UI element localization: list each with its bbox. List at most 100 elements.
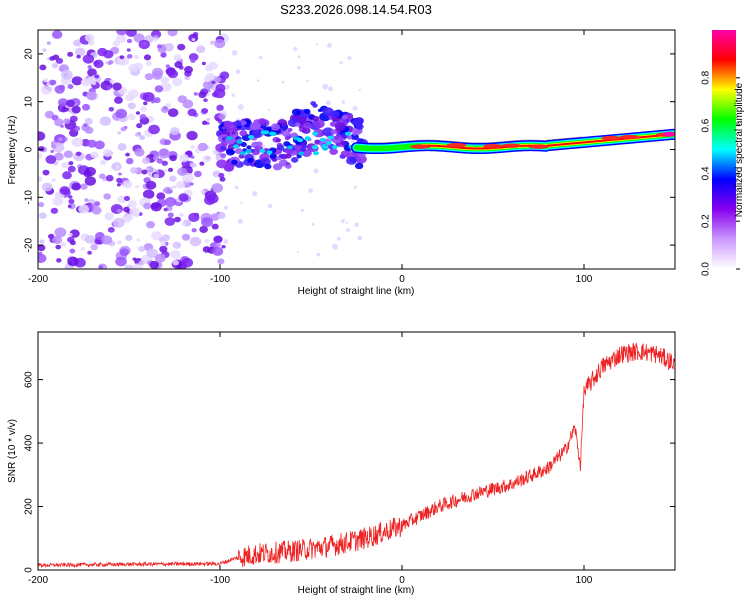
heatmap-cell <box>154 253 166 263</box>
heatmap-cell <box>296 250 299 253</box>
heatmap-cell <box>353 185 357 189</box>
heatmap-cell <box>94 201 101 207</box>
heatmap-cell <box>126 48 131 52</box>
heatmap-cell <box>141 169 148 175</box>
heatmap-cell <box>291 157 299 163</box>
heatmap-cell <box>125 214 134 221</box>
heatmap-cell <box>167 30 178 37</box>
heatmap-cell <box>61 106 66 111</box>
heatmap-cell <box>52 235 63 245</box>
heatmap-cell <box>50 149 55 153</box>
heatmap-cell <box>128 200 137 208</box>
heatmap-cell <box>212 246 224 256</box>
heatmap-cell <box>346 228 350 232</box>
heatmap-cell <box>223 164 234 172</box>
heatmap-cell <box>190 155 195 159</box>
heatmap-cell <box>197 142 208 152</box>
heatmap-cell <box>205 64 214 72</box>
heatmap-cell <box>346 156 357 165</box>
heatmap-cell <box>153 97 161 104</box>
heatmap-cell <box>269 131 276 136</box>
heatmap-cell <box>44 110 55 119</box>
heatmap-cell <box>355 123 364 130</box>
heatmap-band-edge <box>367 136 583 144</box>
heatmap-cell <box>306 79 309 82</box>
heatmap-cell <box>103 149 113 158</box>
heatmap-cell <box>128 63 139 72</box>
heatmap-cell <box>87 139 97 148</box>
heatmap-cell <box>142 189 155 199</box>
heatmap-cell <box>57 98 68 107</box>
heatmap-cell <box>236 139 243 144</box>
heatmap-cell <box>138 134 146 141</box>
snr-frame <box>37 331 676 571</box>
spectrogram-x-ticks: -200 -100 0 100 <box>28 30 593 285</box>
spectrogram-x-tick-label: 100 <box>576 274 593 285</box>
snr-y-tick-label: 0 <box>24 567 35 573</box>
heatmap-cell <box>143 101 148 106</box>
heatmap-cell <box>215 242 222 248</box>
heatmap-cell <box>174 216 181 223</box>
heatmap-cell <box>81 103 91 111</box>
heatmap-cell <box>341 115 348 120</box>
spectrogram-y-tick-label: 0 <box>24 146 35 152</box>
heatmap-cell <box>103 49 114 59</box>
heatmap-peak <box>410 144 431 149</box>
heatmap-cell <box>60 69 73 80</box>
heatmap-cell <box>258 55 263 60</box>
heatmap-cell <box>84 198 89 202</box>
heatmap-cell <box>174 61 183 69</box>
heatmap-cell <box>57 137 63 142</box>
heatmap-cell <box>68 195 73 199</box>
heatmap-cell <box>84 33 95 42</box>
heatmap-cell <box>76 54 81 59</box>
heatmap-cell <box>217 258 225 265</box>
heatmap-cell <box>145 180 157 190</box>
heatmap-cell <box>230 159 238 165</box>
heatmap-cell <box>221 126 227 130</box>
heatmap-cell <box>46 86 53 92</box>
heatmap-cell <box>218 172 225 178</box>
heatmap-cell <box>51 62 59 69</box>
heatmap-cell <box>172 259 179 266</box>
heatmap-cell <box>143 54 152 61</box>
heatmap-cell <box>160 106 169 113</box>
heatmap-cell <box>201 107 209 114</box>
heatmap-cell <box>203 98 208 103</box>
heatmap-cell <box>294 122 301 127</box>
heatmap-cell <box>327 135 334 140</box>
heatmap-cell <box>67 165 76 173</box>
heatmap-cell <box>51 30 63 39</box>
heatmap-cell <box>104 212 115 221</box>
heatmap-cell <box>176 180 186 189</box>
snr-x-label: Height of straight line (km) <box>298 585 415 596</box>
heatmap-cell <box>234 185 239 190</box>
heatmap-cell <box>216 104 224 112</box>
heatmap-cell <box>119 248 129 257</box>
heatmap-cell <box>93 59 104 69</box>
heatmap-cell <box>156 192 166 200</box>
heatmap-cell <box>60 242 67 247</box>
heatmap-cell <box>127 102 136 110</box>
heatmap-cell <box>344 131 351 136</box>
heatmap-cell <box>71 76 83 86</box>
heatmap-cell <box>217 119 223 124</box>
heatmap-cell <box>218 113 226 120</box>
heatmap-cell <box>125 30 137 37</box>
heatmap-cell <box>60 124 64 128</box>
heatmap-cell <box>139 113 147 120</box>
heatmap-cell <box>347 56 352 61</box>
heatmap-cell <box>246 145 252 150</box>
heatmap-cell <box>211 80 216 85</box>
heatmap-cell <box>181 172 194 183</box>
heatmap-cell <box>201 217 213 228</box>
heatmap-cell <box>163 207 168 212</box>
heatmap-cell <box>291 108 302 116</box>
heatmap-cell <box>140 106 147 112</box>
heatmap-cell <box>51 144 57 149</box>
spectrogram-y-tick-label: -10 <box>24 190 35 205</box>
heatmap-cell <box>187 108 197 117</box>
heatmap-cell <box>83 123 88 127</box>
heatmap-cell <box>352 105 358 111</box>
